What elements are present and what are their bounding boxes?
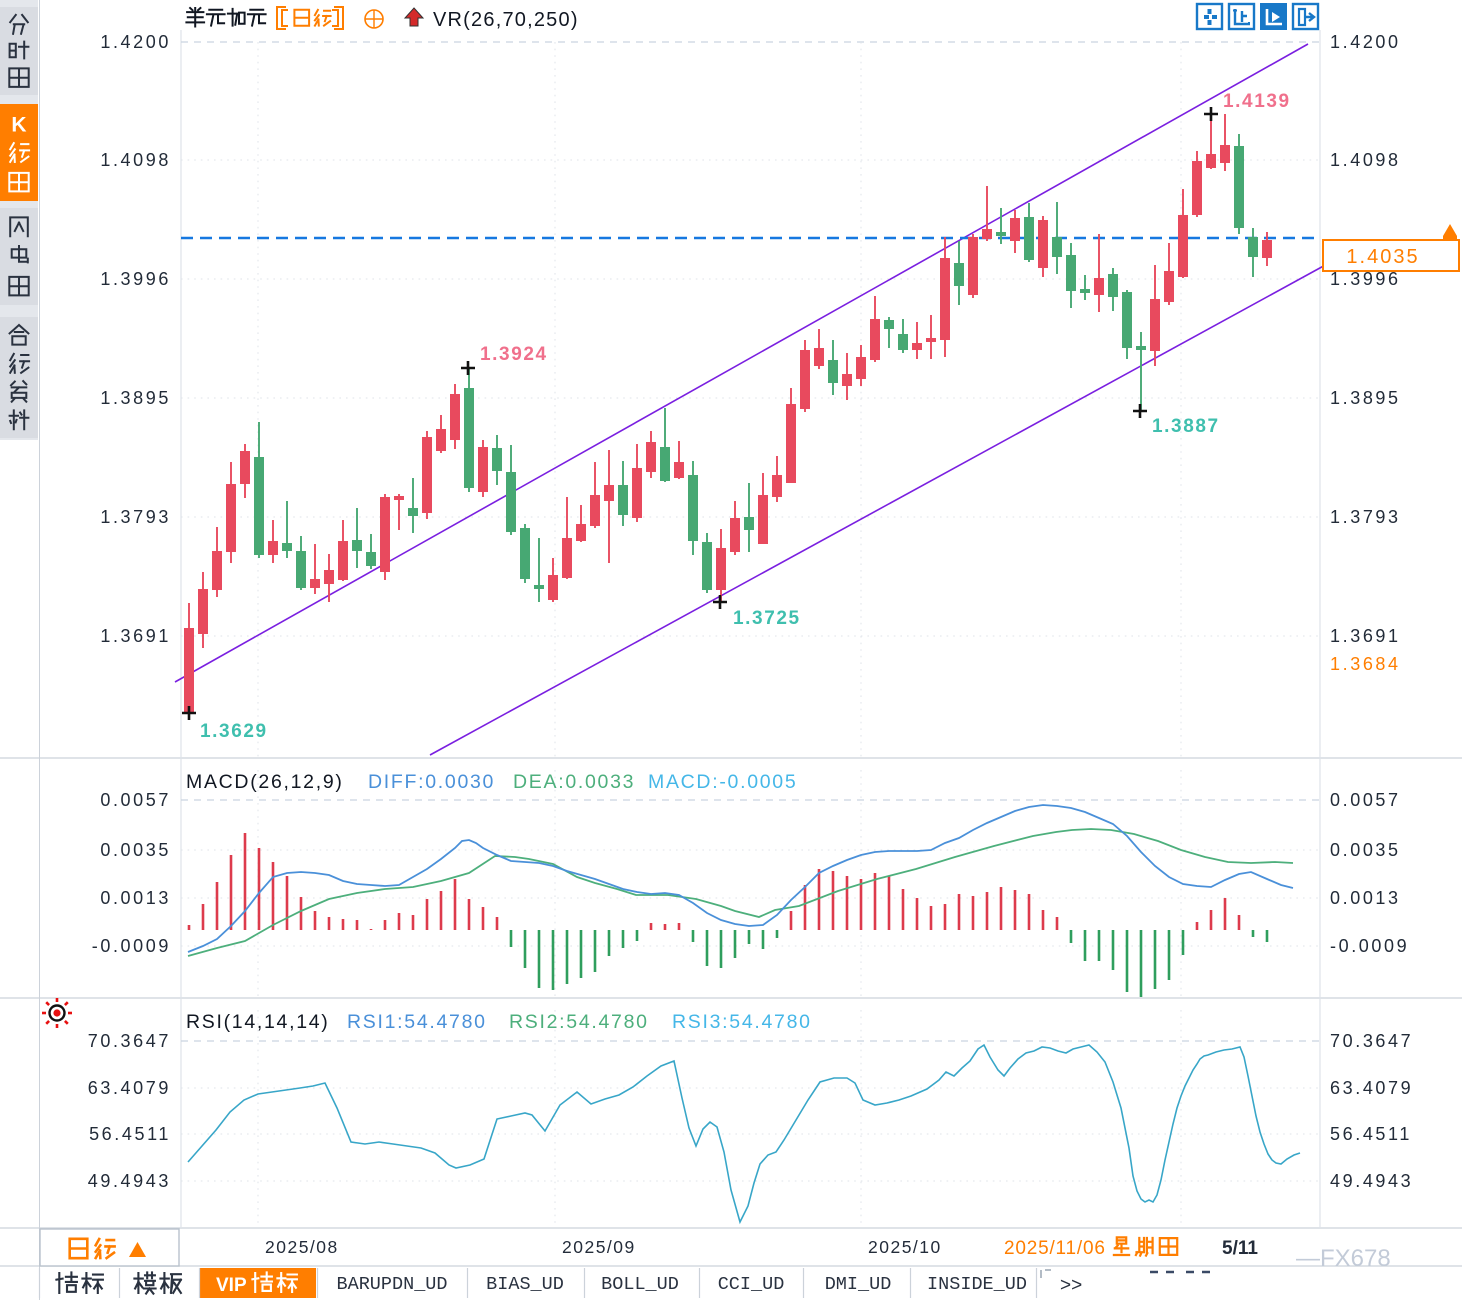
svg-text:RSI3:54.4780: RSI3:54.4780	[672, 1011, 812, 1033]
svg-text:-0.0009: -0.0009	[92, 936, 171, 956]
svg-text:RSI(14,14,14): RSI(14,14,14)	[186, 1011, 330, 1033]
svg-text:1.4035: 1.4035	[1346, 246, 1419, 268]
svg-text:1.3924: 1.3924	[480, 344, 548, 365]
svg-text:2025/08: 2025/08	[265, 1237, 339, 1257]
svg-text:DMI_UD: DMI_UD	[825, 1274, 892, 1295]
svg-text:1.3895: 1.3895	[1330, 388, 1401, 408]
svg-text:1.3996: 1.3996	[100, 269, 171, 289]
svg-text:K: K	[11, 113, 26, 136]
svg-text:2025/11/06: 2025/11/06	[1004, 1238, 1106, 1259]
svg-text:DIFF:0.0030: DIFF:0.0030	[368, 771, 495, 793]
svg-text:1.3895: 1.3895	[100, 388, 171, 408]
svg-text:1.3887: 1.3887	[1152, 416, 1220, 437]
svg-text:BOLL_UD: BOLL_UD	[601, 1274, 679, 1295]
svg-text:0.0035: 0.0035	[1330, 840, 1401, 860]
svg-text:0.0057: 0.0057	[100, 790, 171, 810]
svg-text:49.4943: 49.4943	[88, 1171, 171, 1191]
svg-text:1.4139: 1.4139	[1223, 91, 1291, 112]
svg-text:1.3793: 1.3793	[100, 507, 171, 527]
svg-text:63.4079: 63.4079	[88, 1078, 171, 1098]
svg-text:0.0057: 0.0057	[1330, 790, 1401, 810]
svg-text:—FX678: —FX678	[1296, 1245, 1391, 1272]
svg-text:BARUPDN_UD: BARUPDN_UD	[336, 1274, 447, 1295]
svg-text:0.0013: 0.0013	[1330, 888, 1401, 908]
svg-text:1.4098: 1.4098	[1330, 150, 1401, 170]
svg-text:VIP: VIP	[216, 1275, 247, 1296]
svg-text:1.4200: 1.4200	[100, 32, 171, 52]
svg-text:-0.0009: -0.0009	[1330, 936, 1409, 956]
svg-text:2025/10: 2025/10	[868, 1237, 942, 1257]
svg-text:INSIDE_UD: INSIDE_UD	[927, 1274, 1027, 1295]
svg-text:MACD(26,12,9): MACD(26,12,9)	[186, 771, 344, 793]
svg-text:49.4943: 49.4943	[1330, 1171, 1413, 1191]
svg-text:2025/09: 2025/09	[562, 1237, 636, 1257]
svg-text:70.3647: 70.3647	[88, 1031, 171, 1051]
svg-text:56.4511: 56.4511	[1330, 1124, 1412, 1144]
svg-text:RSI2:54.4780: RSI2:54.4780	[509, 1011, 649, 1033]
svg-text:CCI_UD: CCI_UD	[718, 1274, 785, 1295]
svg-text:MACD:-0.0005: MACD:-0.0005	[648, 771, 797, 793]
svg-text:1.3793: 1.3793	[1330, 507, 1401, 527]
svg-text:BIAS_UD: BIAS_UD	[486, 1274, 564, 1295]
svg-text:1.4200: 1.4200	[1330, 32, 1401, 52]
svg-text:DEA:0.0033: DEA:0.0033	[513, 771, 635, 793]
svg-text:1.3691: 1.3691	[100, 626, 171, 646]
svg-text:RSI1:54.4780: RSI1:54.4780	[347, 1011, 487, 1033]
svg-text:VR(26,70,250): VR(26,70,250)	[433, 9, 579, 31]
svg-text:70.3647: 70.3647	[1330, 1031, 1413, 1051]
svg-text:0.0035: 0.0035	[100, 840, 171, 860]
svg-text:0.0013: 0.0013	[100, 888, 171, 908]
svg-text:1.3996: 1.3996	[1330, 269, 1401, 289]
svg-text:5/11: 5/11	[1222, 1238, 1258, 1259]
svg-text:1.3629: 1.3629	[200, 721, 268, 742]
svg-text:1.3684: 1.3684	[1330, 654, 1401, 674]
svg-text:>>: >>	[1060, 1275, 1082, 1296]
svg-text:63.4079: 63.4079	[1330, 1078, 1413, 1098]
svg-text:1.4098: 1.4098	[100, 150, 171, 170]
svg-text:1.3725: 1.3725	[733, 608, 801, 629]
svg-text:56.4511: 56.4511	[89, 1124, 171, 1144]
svg-text:1.3691: 1.3691	[1330, 626, 1401, 646]
